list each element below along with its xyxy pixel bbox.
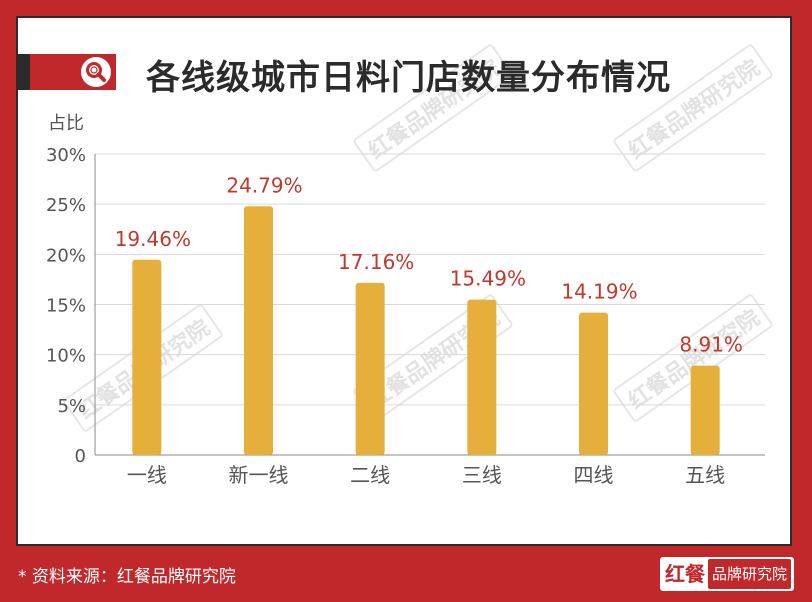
title-accent-dark	[18, 54, 30, 90]
y-tick-label: 20%	[46, 245, 86, 266]
y-tick-label: 10%	[46, 346, 86, 367]
bar	[690, 365, 720, 455]
search-icon	[81, 57, 111, 87]
data-label: 8.91%	[679, 333, 743, 357]
y-tick-label: 5%	[57, 396, 86, 417]
y-tick-label: 25%	[46, 195, 86, 216]
data-label: 14.19%	[561, 280, 637, 304]
bar	[355, 282, 385, 455]
bar	[132, 259, 162, 455]
bar	[244, 206, 273, 455]
data-label: 15.49%	[450, 267, 526, 291]
data-label: 24.79%	[226, 173, 302, 197]
x-tick-label: 四线	[574, 463, 614, 487]
logo-text: 品牌研究院	[708, 559, 792, 589]
x-tick-label: 五线	[685, 463, 725, 487]
logo-mark: 红餐	[662, 559, 708, 589]
data-label: 17.16%	[338, 250, 414, 274]
y-tick-label: 0	[75, 446, 86, 467]
title-accent-bar	[18, 54, 116, 90]
x-tick-label: 三线	[462, 463, 502, 487]
source-note: * 资料来源：红餐品牌研究院	[18, 567, 236, 587]
x-tick-label: 新一线	[229, 463, 289, 487]
y-tick-label: 15%	[46, 296, 86, 317]
data-label: 19.46%	[115, 227, 191, 251]
chart-title: 各线级城市日料门店数量分布情况	[146, 58, 671, 98]
bar	[579, 312, 608, 455]
brand-logo: 红餐 品牌研究院	[660, 557, 794, 591]
y-tick-label: 30%	[46, 145, 86, 166]
bar	[467, 299, 497, 455]
x-tick-label: 一线	[127, 463, 167, 487]
x-tick-label: 二线	[350, 463, 390, 487]
y-axis-label: 占比	[48, 113, 84, 134]
